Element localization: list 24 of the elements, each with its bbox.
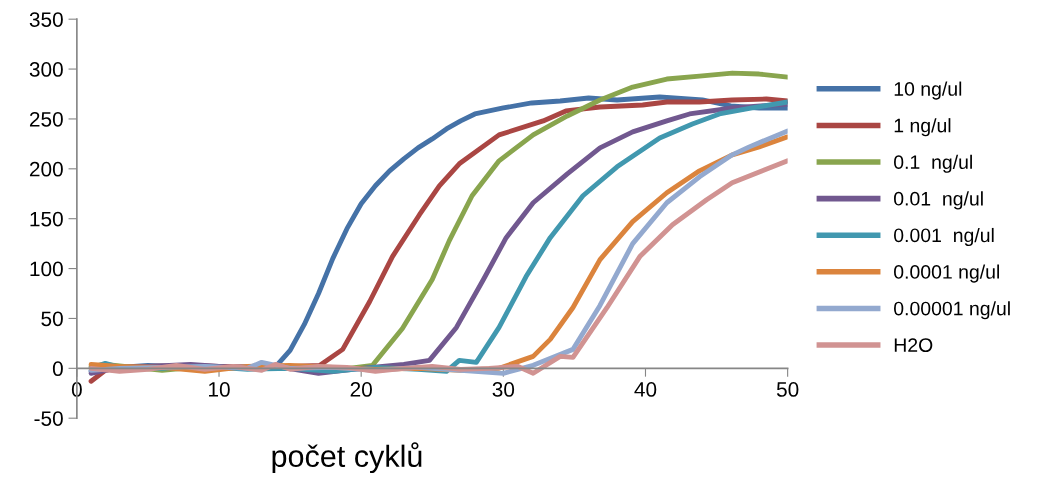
y-tick-label: 0 <box>52 361 63 377</box>
y-tick-label: -50 <box>34 411 63 426</box>
x-axis-title: počet cyklů <box>272 442 422 474</box>
x-tick-label: 10 <box>209 382 230 397</box>
x-tick-label: 40 <box>634 382 657 397</box>
x-tick-label: 30 <box>492 382 515 397</box>
y-tick-label: 150 <box>30 211 63 227</box>
legend-label: 0.01 ng/ul <box>894 191 983 210</box>
legend-label: 10 ng/ul <box>894 81 962 100</box>
y-tick-label: 300 <box>29 62 63 77</box>
y-tick-label: 250 <box>29 111 63 127</box>
y-tick-label: 50 <box>41 311 63 327</box>
y-tick-label: 100 <box>30 261 63 277</box>
legend-label: 0.0001 ng/ul <box>894 264 999 283</box>
y-tick-label: 350 <box>29 12 63 27</box>
y-tick-label: 200 <box>29 161 63 177</box>
x-tick-label: 0 <box>71 382 82 397</box>
legend-label: 0.1 ng/ul <box>894 154 972 173</box>
legend-label: H2O <box>894 338 933 353</box>
legend-label: 0.00001 ng/ul <box>894 301 1010 320</box>
x-tick-label: 50 <box>776 382 799 397</box>
legend-label: 0.001 ng/ul <box>894 227 994 247</box>
legend-label: 1 ng/ul <box>894 118 951 137</box>
x-tick-label: 20 <box>350 382 372 397</box>
